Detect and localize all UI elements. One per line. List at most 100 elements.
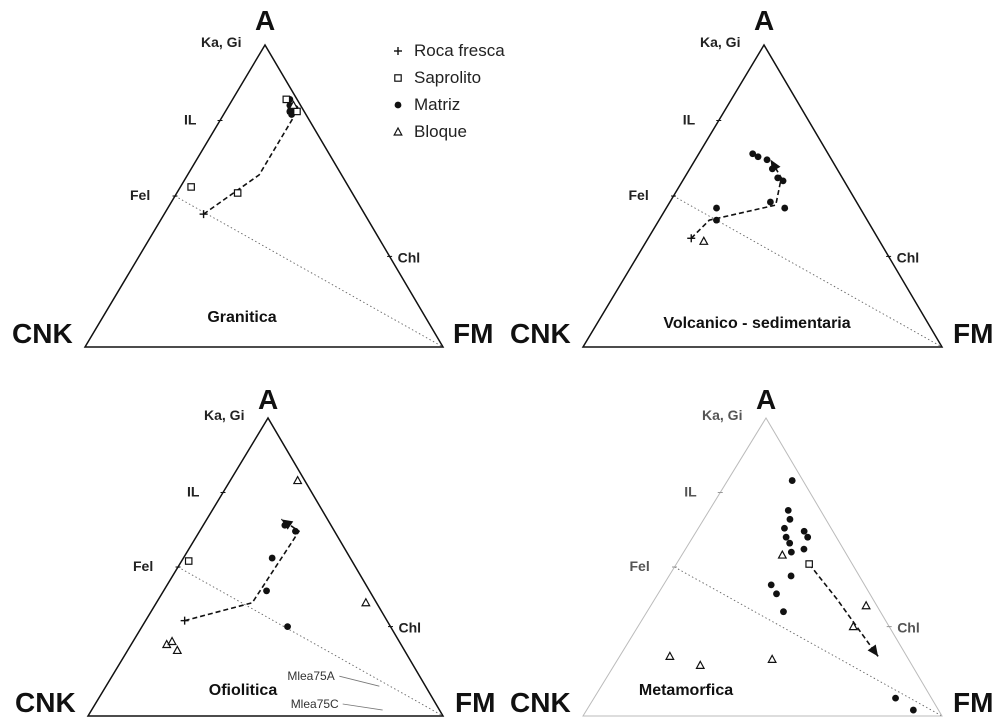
vertex-label-top: A <box>255 5 275 36</box>
open-square-marker <box>233 189 242 197</box>
open-square-marker <box>293 107 301 116</box>
filled-circle-marker <box>787 548 795 556</box>
filled-circle-marker <box>800 545 808 553</box>
ternary-panel-4: Ka, Gi IL Fel Chl A CNK FM Metamorfica <box>510 384 993 718</box>
fel-fm-tie-line <box>177 566 444 717</box>
panels: Ka, Gi IL Fel Chl A CNK FM Granitica Ka, Gi IL Fel… <box>12 5 993 718</box>
reference-label: Chl <box>897 620 920 636</box>
vertex-label-right: FM <box>953 318 993 349</box>
legend-item: Roca fresca <box>394 41 505 60</box>
open-triangle-marker <box>288 100 299 110</box>
cross-marker <box>687 234 696 243</box>
filled-circle-marker <box>788 477 796 484</box>
cross-marker <box>180 616 189 625</box>
annotation-text: Mlea75C <box>291 697 339 711</box>
annotation-text: Mlea75A <box>287 669 334 683</box>
vertex-label-left: CNK <box>12 318 73 349</box>
ternary-panel-1: Ka, Gi IL Fel Chl A CNK FM Granitica <box>12 5 493 349</box>
filled-circle-marker <box>292 527 299 535</box>
annotation-leader <box>342 703 383 711</box>
filled-circle-marker <box>784 506 792 514</box>
weathering-trend-path <box>808 563 879 657</box>
filled-circle-marker <box>786 515 794 523</box>
reference-label: Ka, Gi <box>201 34 241 50</box>
fel-fm-tie-line <box>674 566 943 717</box>
reference-label: Chl <box>399 620 422 636</box>
cross-marker <box>394 47 402 55</box>
open-triangle-marker <box>665 651 675 661</box>
filled-circle-marker <box>763 156 771 164</box>
legend-item: Bloque <box>393 122 467 141</box>
reference-label: Fel <box>130 187 150 203</box>
filled-circle-marker <box>281 521 289 529</box>
filled-circle-marker <box>268 554 276 562</box>
panel-title: Ofiolitica <box>209 682 278 699</box>
reference-label: IL <box>187 484 200 500</box>
legend-label: Bloque <box>414 122 467 141</box>
filled-circle-marker <box>773 590 780 598</box>
open-square-marker <box>184 557 193 565</box>
filled-circle-marker <box>754 153 762 161</box>
filled-circle-marker <box>394 101 402 109</box>
open-triangle-marker <box>695 660 706 669</box>
filled-circle-marker <box>786 539 794 547</box>
filled-circle-marker <box>781 204 789 212</box>
legend-item: Matriz <box>394 95 460 114</box>
filled-circle-marker <box>909 706 917 714</box>
open-triangle-marker <box>172 645 183 655</box>
vertex-label-right: FM <box>455 687 495 718</box>
filled-circle-marker <box>782 533 790 541</box>
vertex-label-right: FM <box>953 687 993 718</box>
open-square-marker <box>187 183 195 191</box>
legend-item: Saprolito <box>394 68 481 87</box>
sample-annotation: Mlea75A <box>287 669 380 687</box>
open-triangle-marker <box>848 621 859 631</box>
open-square-marker <box>282 95 291 104</box>
open-triangle-marker <box>167 636 177 646</box>
reference-label: Fel <box>630 558 650 574</box>
ternary-panel-3: Ka, Gi IL Fel Chl A CNK FM Mlea75A Mlea75C Ofioli… <box>15 384 495 718</box>
weathering-trend-path <box>203 102 295 215</box>
open-triangle-marker <box>777 549 788 559</box>
cross-marker <box>199 210 208 219</box>
vertex-label-right: FM <box>453 318 493 349</box>
filled-circle-marker <box>892 694 899 702</box>
legend-label: Roca fresca <box>414 41 505 60</box>
reference-label: Chl <box>398 249 421 265</box>
reference-label: Chl <box>897 249 920 265</box>
panel-title: Metamorfica <box>639 682 733 699</box>
open-square-marker <box>394 74 402 82</box>
filled-circle-marker <box>779 177 787 185</box>
fel-fm-tie-line <box>174 195 444 348</box>
legend: Roca fresca Saprolito Matriz Bloque <box>393 41 505 141</box>
filled-circle-marker <box>713 204 720 212</box>
filled-circle-marker <box>749 150 757 158</box>
filled-circle-marker <box>800 527 808 535</box>
fel-fm-tie-line <box>673 195 943 348</box>
filled-circle-marker <box>768 165 776 173</box>
filled-circle-marker <box>263 587 270 595</box>
filled-circle-marker <box>787 572 795 580</box>
open-triangle-marker <box>861 600 871 610</box>
open-triangle-marker <box>393 126 403 136</box>
annotation-leader <box>339 675 380 687</box>
filled-circle-marker <box>713 216 720 224</box>
weathering-trend-path <box>184 518 301 622</box>
reference-label: IL <box>684 484 697 500</box>
filled-circle-marker <box>804 533 812 541</box>
panel-title: Volcanico - sedimentaria <box>663 315 850 332</box>
reference-label: Fel <box>629 187 649 203</box>
reference-label: IL <box>184 112 197 128</box>
reference-label: Ka, Gi <box>204 407 244 423</box>
open-square-marker <box>805 560 813 568</box>
reference-label: Fel <box>133 558 153 574</box>
filled-circle-marker <box>774 174 782 182</box>
vertex-label-left: CNK <box>510 687 571 718</box>
vertex-label-top: A <box>754 5 774 36</box>
filled-circle-marker <box>284 623 291 630</box>
filled-circle-marker <box>767 198 774 206</box>
reference-label: IL <box>683 112 696 128</box>
legend-label: Matriz <box>414 95 460 114</box>
